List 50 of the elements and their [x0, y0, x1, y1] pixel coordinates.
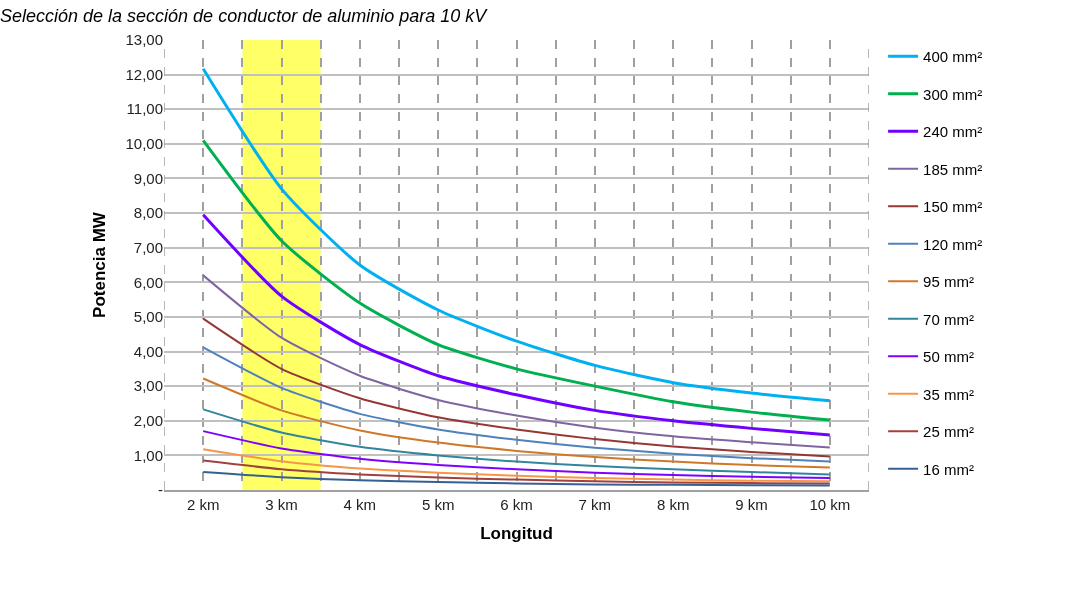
- line-series: [201, 213, 832, 437]
- legend-label: 95 mm²: [923, 273, 974, 291]
- x-tick-label: 5 km: [421, 496, 455, 513]
- legend-label: 70 mm²: [923, 310, 974, 328]
- y-tick-label: 9,00: [133, 169, 163, 187]
- y-tick-label: -: [158, 481, 163, 499]
- x-axis-title: Longitud: [480, 523, 553, 543]
- line-series: [201, 67, 832, 403]
- legend-label: 400 mm²: [923, 48, 983, 66]
- y-tick-label: 10,00: [125, 135, 163, 153]
- y-tick-label: 6,00: [133, 273, 163, 291]
- y-tick-label: 2,00: [133, 412, 163, 430]
- line-series: [201, 138, 832, 422]
- legend-label: 120 mm²: [923, 235, 983, 253]
- legend-label: 35 mm²: [923, 385, 974, 403]
- x-tick-label: 3 km: [265, 496, 298, 513]
- legend-label: 240 mm²: [923, 123, 983, 141]
- legend-label: 25 mm²: [923, 423, 974, 441]
- y-tick-label: 12,00: [125, 65, 163, 83]
- line-series: [202, 377, 831, 469]
- x-tick-label: 10 km: [809, 496, 851, 513]
- legend-label: 185 mm²: [923, 160, 983, 178]
- x-tick-label: 9 km: [735, 496, 768, 513]
- line-series: [202, 346, 831, 463]
- line-series: [202, 471, 831, 487]
- chart-title: Selección de la sección de conductor de aluminio para 10 kV: [0, 5, 489, 26]
- y-tick-label: 3,00: [133, 377, 163, 395]
- line-series: [202, 274, 831, 449]
- line-series: [202, 408, 831, 476]
- y-tick-label: 11,00: [126, 100, 163, 118]
- line-series: [202, 459, 831, 485]
- y-axis-title: Potencia MW: [90, 211, 109, 318]
- x-tick-label: 8 km: [656, 496, 690, 513]
- legend-label: 16 mm²: [923, 460, 974, 478]
- legend-label: 50 mm²: [923, 348, 974, 366]
- legend-label: 150 mm²: [923, 198, 983, 216]
- x-tick-label: 6 km: [500, 496, 533, 513]
- x-tick-label: 7 km: [578, 496, 612, 513]
- x-tick-label: 4 km: [343, 496, 377, 513]
- line-series: [202, 448, 831, 483]
- y-tick-label: 13,00: [125, 31, 163, 49]
- legend-label: 300 mm²: [923, 85, 983, 103]
- x-tick-label: 2 km: [186, 496, 220, 513]
- y-tick-label: 1,00: [133, 446, 163, 464]
- line-series: [202, 430, 831, 479]
- y-tick-label: 7,00: [133, 238, 163, 256]
- line-series: [202, 317, 831, 458]
- y-tick-label: 8,00: [133, 204, 163, 222]
- y-tick-label: 5,00: [133, 308, 163, 326]
- y-tick-label: 4,00: [133, 342, 163, 360]
